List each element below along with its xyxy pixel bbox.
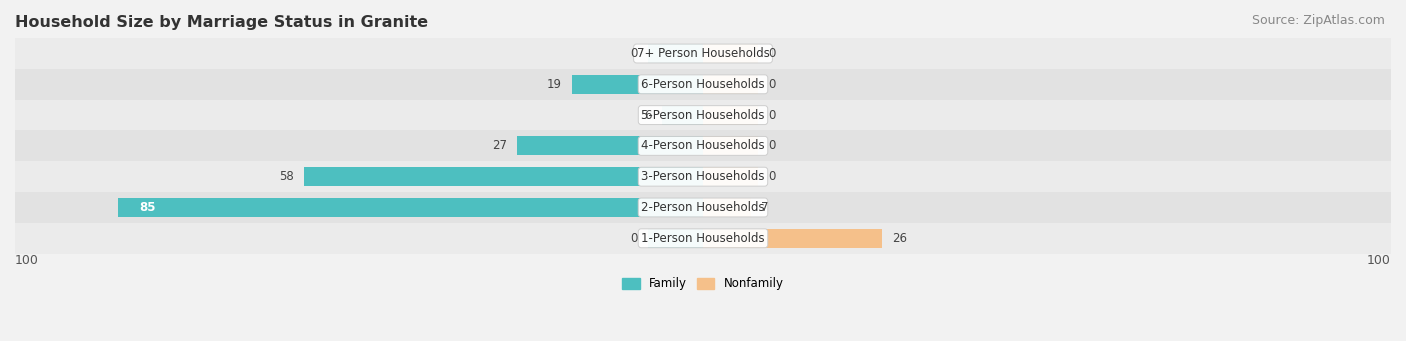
Text: 5-Person Households: 5-Person Households (641, 108, 765, 122)
Bar (703, 229, 882, 248)
Bar (703, 167, 758, 186)
Bar (703, 75, 758, 94)
Bar (703, 106, 758, 125)
Bar (15, 161, 1391, 192)
Text: 0: 0 (768, 108, 776, 122)
Bar (15, 223, 1391, 254)
Text: Household Size by Marriage Status in Granite: Household Size by Marriage Status in Gra… (15, 15, 427, 30)
Bar (15, 69, 1391, 100)
Bar (703, 136, 758, 155)
Text: 27: 27 (492, 139, 508, 152)
Text: 0: 0 (768, 47, 776, 60)
Bar (517, 136, 703, 155)
Bar (703, 44, 758, 63)
Bar (648, 229, 703, 248)
Text: 58: 58 (278, 170, 294, 183)
Bar (15, 192, 1391, 223)
Legend: Family, Nonfamily: Family, Nonfamily (617, 273, 789, 295)
Text: 6: 6 (644, 108, 651, 122)
Text: 7+ Person Households: 7+ Person Households (637, 47, 769, 60)
Text: 6-Person Households: 6-Person Households (641, 78, 765, 91)
Text: Source: ZipAtlas.com: Source: ZipAtlas.com (1251, 14, 1385, 27)
Text: 0: 0 (768, 139, 776, 152)
Text: 0: 0 (768, 78, 776, 91)
Text: 100: 100 (15, 254, 39, 267)
Bar (572, 75, 703, 94)
Text: 1-Person Households: 1-Person Households (641, 232, 765, 245)
Bar (118, 198, 703, 217)
Bar (15, 131, 1391, 161)
Bar (662, 106, 703, 125)
Bar (703, 198, 751, 217)
Bar (15, 38, 1391, 69)
Text: 100: 100 (1367, 254, 1391, 267)
Text: 4-Person Households: 4-Person Households (641, 139, 765, 152)
Bar (304, 167, 703, 186)
Text: 3-Person Households: 3-Person Households (641, 170, 765, 183)
Text: 26: 26 (893, 232, 907, 245)
Bar (648, 44, 703, 63)
Text: 85: 85 (139, 201, 155, 214)
Bar (15, 100, 1391, 131)
Text: 0: 0 (768, 170, 776, 183)
Text: 19: 19 (547, 78, 562, 91)
Text: 2-Person Households: 2-Person Households (641, 201, 765, 214)
Text: 0: 0 (630, 47, 638, 60)
Text: 7: 7 (762, 201, 769, 214)
Text: 0: 0 (630, 232, 638, 245)
